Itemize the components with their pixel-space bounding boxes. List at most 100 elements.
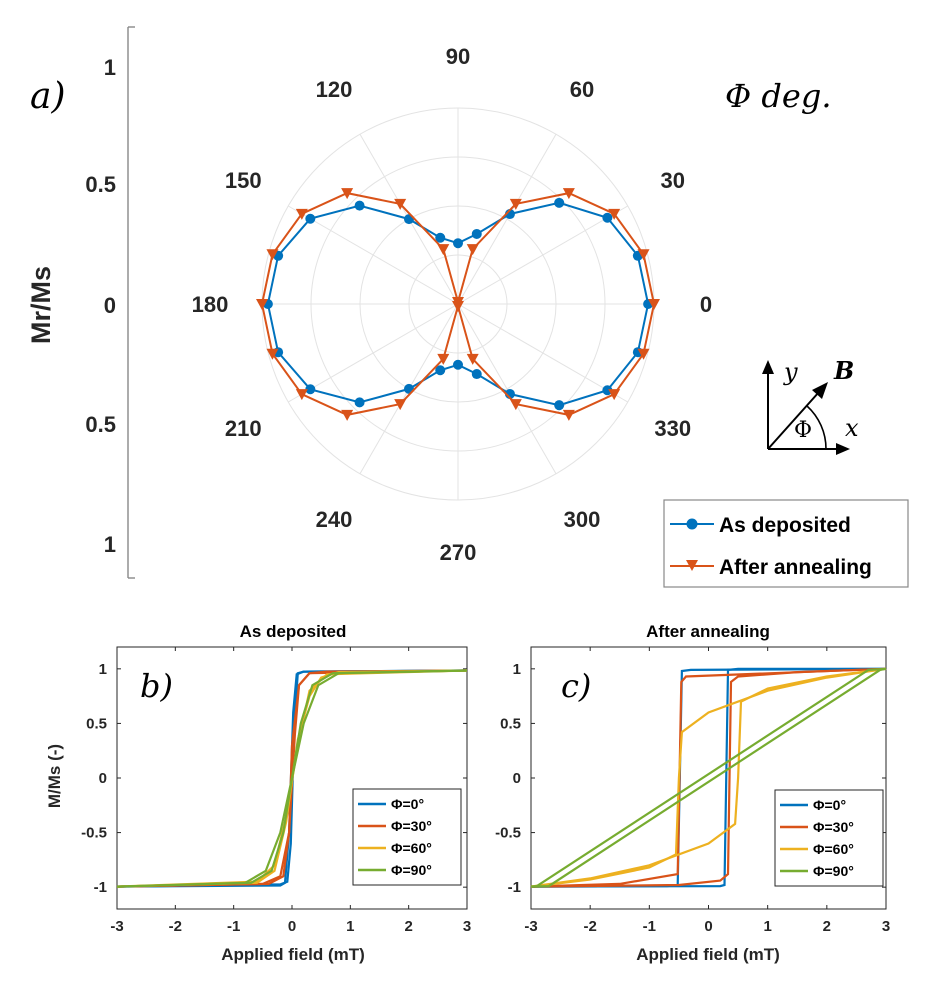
polar-data-point [562,409,575,421]
polar-data-point [341,409,354,421]
legend-marker-after-annealing [686,560,698,571]
polar-data-point [437,353,450,365]
polar-data-point [437,244,450,256]
panel-label-b: b) [140,667,173,705]
x-tick-label: -3 [524,918,537,935]
radial-tick-label: 0.5 [85,172,116,197]
legend-entry-label: Φ=60° [391,840,432,856]
polar-data-point [435,232,446,243]
y-tick-label: -0.5 [495,825,521,842]
polar-data-point [471,369,482,380]
polar-data-point [305,384,316,395]
polar-data-point [509,198,522,210]
legend-label-after-annealing: After annealing [719,556,872,579]
polar-data-point [466,244,479,256]
x-tick-label: 0 [704,918,712,935]
x-tick-label: 1 [763,918,771,935]
legend-entry-label: Φ=60° [813,841,854,857]
y-tick-label: -1 [508,879,521,896]
panel-c-title: After annealing [646,622,770,641]
polar-data-point [637,249,650,261]
panel-c-xlabel: Applied field (mT) [636,945,780,964]
radial-tick-label: 1 [104,55,116,80]
panel-b-xlabel: Applied field (mT) [221,945,365,964]
polar-data-point [637,348,650,360]
y-tick-label: 0.5 [500,715,521,732]
x-tick-label: 0 [288,918,296,935]
panel-b-series [116,669,468,888]
polar-data-point [602,212,613,223]
hysteresis-panel-as-deposited: As deposited -3 -2 -1 0 1 2 3 -1 -0.5 0 0.5 1 b) M/… [45,622,471,964]
y-tick-label: -0.5 [81,825,107,842]
x-tick-label: 3 [882,918,890,935]
panel-b-legend: Φ=0° Φ=30° Φ=60° Φ=90° [352,788,462,886]
polar-data-point [602,385,613,396]
polar-legend: As deposited After annealing [663,499,909,588]
inset-x-arrowhead [836,443,850,455]
x-tick-label: -2 [583,918,596,935]
polar-data-point [394,399,407,411]
polar-angle-tick-label: 330 [654,416,691,441]
polar-data-point [256,299,268,310]
polar-data-point [608,208,621,220]
polar-data-point [471,228,482,239]
y-tick-label: 0.5 [86,715,107,732]
x-tick-label: -1 [227,918,240,935]
polar-angle-tick-label: 90 [446,44,470,69]
polar-angle-tick-label: 150 [225,168,262,193]
legend-entry-label: Φ=90° [813,863,854,879]
polar-data-point [266,348,279,360]
polar-angle-tick-label: 240 [316,507,353,532]
polar-angle-tick-label: 270 [440,540,477,565]
polar-angle-tick-label: 120 [316,77,353,102]
y-tick-label: 1 [99,661,107,678]
inset-phi-arc [806,405,827,450]
angle-unit-label: Φ deg. [725,77,831,115]
polar-data-point [554,400,565,411]
polar-angle-tick-label: 0 [700,292,712,317]
legend-marker-as-deposited [686,518,698,530]
panel-label-c: c) [561,667,591,705]
y-tick-label: 0 [513,770,521,787]
polar-data-point [354,397,365,408]
polar-data-point [648,299,660,310]
polar-angle-tick-label: 30 [661,168,685,193]
legend-entry-label: Φ=30° [391,818,432,834]
polar-data-point [295,389,308,401]
polar-angle-labels: 0 30 60 90 120 150 180 210 240 270 300 330 [192,44,712,565]
inset-x-label: x [845,414,859,442]
legend-label-as-deposited: As deposited [719,514,851,537]
legend-box [663,499,909,588]
x-tick-label: -2 [169,918,182,935]
polar-data-point [295,208,308,220]
inset-y-arrowhead [762,360,774,374]
polar-data-point [453,238,463,249]
inset-b-label: B [833,356,854,385]
inset-b-vector [767,391,820,450]
y-tick-label: 0 [99,770,107,787]
y-tick-label: -1 [94,879,107,896]
radial-tick-label: 0 [104,293,116,318]
radial-tick-label: 1 [104,532,116,557]
panel-label-a: a) [30,76,66,117]
polar-data-point [562,188,575,200]
polar-data-point [509,399,522,411]
panel-b-ticks: -3 -2 -1 0 1 2 3 -1 -0.5 0 0.5 1 [81,647,471,935]
polar-data-point [608,389,621,401]
hysteresis-branch-up [530,667,887,888]
x-tick-label: 3 [463,918,471,935]
polar-data-point [435,365,446,376]
polar-data-point [354,200,365,211]
radial-tick-label: 0.5 [85,412,116,437]
inset-phi-label: Φ [794,418,812,443]
polar-data-point [452,300,464,312]
inset-y-label: y [783,358,798,386]
x-tick-label: -1 [643,918,656,935]
y-tick-label: 1 [513,661,521,678]
legend-entry-label: Φ=30° [813,819,854,835]
polar-data-point [394,198,407,210]
x-tick-label: 1 [346,918,354,935]
panel-b-title: As deposited [240,622,347,641]
legend-entry-label: Φ=0° [391,796,424,812]
